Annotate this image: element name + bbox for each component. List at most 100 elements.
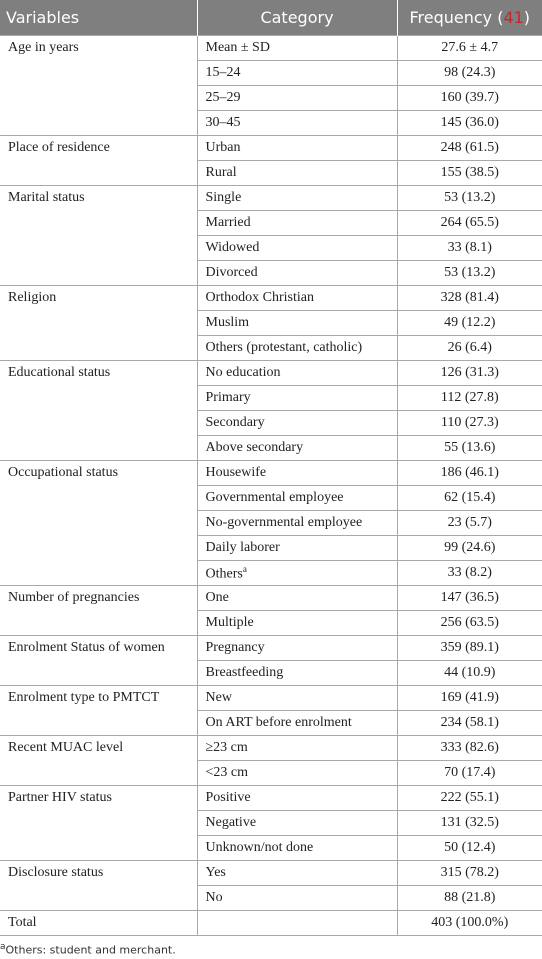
footnote-mark: a [242, 563, 247, 574]
table-row: Number of pregnancies One 147 (36.5) [0, 585, 542, 636]
table-row: Negative 131 (32.5) [0, 810, 542, 836]
frequency-cell: 155 (38.5) [396, 160, 542, 186]
variable-text: Educational status [8, 365, 111, 380]
category-text: Pregnancy [205, 640, 265, 655]
frequency-text: 33 (8.2) [447, 565, 492, 580]
variable-text: Place of residence [8, 140, 110, 155]
variable-text: Disclosure status [8, 865, 104, 880]
category-text: Breastfeeding [205, 665, 284, 680]
table-row: Enrolment Status of women Pregnancy 359 (8… [0, 635, 542, 686]
category-text: No-governmental employee [205, 515, 363, 530]
category-cell: No-governmental employee [196, 510, 398, 536]
category-text: On ART before enrolment [205, 715, 352, 730]
category-text: 15–24 [205, 65, 241, 80]
table-row: Disclosure status Yes 315 (78.2) [0, 860, 542, 911]
frequency-cell: 44 (10.9) [396, 660, 542, 686]
category-cell: Others (protestant, catholic) [196, 335, 398, 361]
frequency-cell: 110 (27.3) [396, 410, 542, 436]
category-cell: Rural [196, 160, 398, 186]
frequency-cell: 33 (8.2) [396, 560, 542, 586]
frequency-text: 50 (12.4) [444, 840, 496, 855]
frequency-text: 99 (24.6) [444, 540, 496, 555]
table-row: Othersa 33 (8.2) [0, 560, 542, 586]
category-text: ≥23 cm [205, 740, 248, 755]
table-row: Unknown/not done 50 (12.4) [0, 835, 542, 861]
variable-cell: Marital status [0, 185, 198, 286]
category-cell: Muslim [196, 310, 398, 336]
header-cell: Frequency (41) [396, 0, 542, 36]
category-cell: Divorced [196, 260, 398, 286]
frequency-text: 145 (36.0) [440, 115, 499, 130]
variable-cell: Religion [0, 285, 198, 361]
frequency-text: 62 (15.4) [444, 490, 496, 505]
category-cell: Pregnancy [196, 635, 398, 661]
frequency-cell: 49 (12.2) [396, 310, 542, 336]
variable-text: Recent MUAC level [8, 740, 124, 755]
frequency-text: 26 (6.4) [447, 340, 492, 355]
category-cell: Breastfeeding [196, 660, 398, 686]
category-text: Daily laborer [205, 540, 280, 555]
category-text: Mean ± SD [205, 40, 270, 55]
table-row: Widowed 33 (8.1) [0, 235, 542, 261]
category-cell: Housewife [196, 460, 398, 486]
variable-text: Marital status [8, 190, 85, 205]
frequency-text: 328 (81.4) [440, 290, 499, 305]
frequency-text: 160 (39.7) [440, 90, 499, 105]
frequency-cell: 264 (65.5) [396, 210, 542, 236]
total-row: Total 403 (100.0%) [0, 910, 542, 936]
frequency-cell: 333 (82.6) [396, 735, 542, 761]
header-text: ) [523, 8, 531, 27]
frequency-cell: 256 (63.5) [396, 610, 542, 636]
variable-cell: Occupational status [0, 460, 198, 586]
frequency-cell: 99 (24.6) [396, 535, 542, 561]
frequency-text: 147 (36.5) [440, 590, 499, 605]
variable-cell: Partner HIV status [0, 785, 198, 861]
frequency-text: 248 (61.5) [440, 140, 499, 155]
table-header: Variables Category Frequency (41) [0, 0, 542, 36]
frequency-text: 70 (17.4) [444, 765, 496, 780]
category-text: Primary [205, 390, 251, 405]
category-text: One [205, 590, 229, 605]
header-text: Variables [6, 8, 80, 27]
category-cell: One [196, 585, 398, 611]
data-table: Variables Category Frequency (41) Age in… [0, 0, 542, 936]
footnote-text: Others: student and merchant. [5, 943, 176, 957]
variable-text: Total [8, 915, 37, 930]
category-text: Muslim [205, 315, 250, 330]
category-text: Orthodox Christian [205, 290, 315, 305]
frequency-cell: 222 (55.1) [396, 785, 542, 811]
variable-text: Number of pregnancies [8, 590, 140, 605]
category-cell: Secondary [196, 410, 398, 436]
table-row: No 88 (21.8) [0, 885, 542, 911]
table-row: Primary 112 (27.8) [0, 385, 542, 411]
reference-link[interactable]: 41 [503, 8, 524, 27]
table-row: Rural 155 (38.5) [0, 160, 542, 186]
table-row: Place of residence Urban 248 (61.5) [0, 135, 542, 186]
frequency-cell: 145 (36.0) [396, 110, 542, 136]
frequency-text: 88 (21.8) [444, 890, 496, 905]
frequency-cell: 147 (36.5) [396, 585, 542, 611]
variable-cell: Educational status [0, 360, 198, 461]
frequency-text: 315 (78.2) [440, 865, 499, 880]
variable-cell: Total [0, 910, 198, 936]
header-cell: Variables [0, 0, 197, 36]
frequency-text: 27.6 ± 4.7 [441, 40, 499, 55]
frequency-text: 155 (38.5) [440, 165, 499, 180]
category-text: Single [205, 190, 242, 205]
frequency-cell: 126 (31.3) [396, 360, 542, 386]
category-text: Others (protestant, catholic) [205, 340, 363, 355]
category-text: Urban [205, 140, 241, 155]
table-row: <23 cm 70 (17.4) [0, 760, 542, 786]
category-text: Housewife [205, 465, 267, 480]
category-cell: New [196, 685, 398, 711]
frequency-cell: 50 (12.4) [396, 835, 542, 861]
table-row: Occupational status Housewife 186 (46.1) [0, 460, 542, 586]
frequency-cell: 315 (78.2) [396, 860, 542, 886]
header-text: Category [260, 8, 334, 27]
frequency-cell: 112 (27.8) [396, 385, 542, 411]
frequency-text: 234 (58.1) [440, 715, 499, 730]
table-row: Recent MUAC level ≥23 cm 333 (82.6) [0, 735, 542, 786]
frequency-cell: 33 (8.1) [396, 235, 542, 261]
category-text: Married [205, 215, 251, 230]
frequency-text: 53 (13.2) [444, 190, 496, 205]
